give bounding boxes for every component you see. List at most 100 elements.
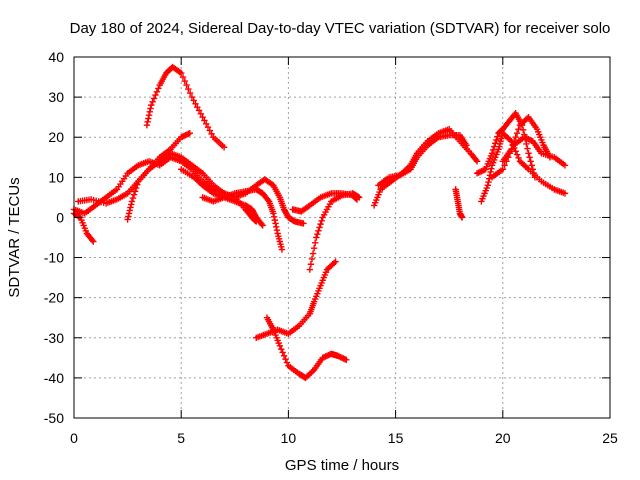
data-point-marker (179, 73, 187, 81)
series-arc-15 (452, 186, 466, 221)
data-point-marker (546, 154, 554, 161)
data-point-marker (199, 113, 206, 121)
y-tick-label: 40 (48, 49, 64, 65)
data-point-marker (280, 352, 288, 360)
data-point-marker (195, 107, 203, 114)
data-point-marker (513, 151, 521, 158)
data-point-marker (152, 91, 159, 99)
data-point-marker (204, 123, 212, 131)
data-point-marker (134, 181, 141, 188)
data-point-marker (317, 220, 324, 228)
plot-frame (73, 56, 611, 419)
data-point-marker (145, 111, 153, 119)
data-point-marker (484, 182, 491, 189)
data-point-marker (188, 93, 196, 101)
data-point-marker (332, 258, 339, 265)
data-point-marker (153, 88, 161, 95)
data-point-marker (308, 255, 316, 263)
data-point-marker (513, 130, 521, 137)
data-point-marker (511, 138, 518, 145)
data-point-marker (561, 190, 569, 197)
data-point-marker (149, 98, 156, 105)
x-tick-label: 20 (495, 430, 511, 446)
data-point-marker (515, 126, 522, 133)
data-point-marker (305, 203, 312, 210)
data-point-marker (499, 166, 506, 173)
data-point-marker (313, 234, 320, 241)
data-point-marker (487, 168, 494, 176)
data-point-marker (508, 146, 515, 153)
series-arc-19 (499, 113, 554, 165)
data-point-marker (458, 214, 466, 221)
series-arc-08 (199, 186, 286, 253)
data-point-marker (270, 210, 277, 217)
series-arc-12 (306, 190, 363, 273)
data-point-marker (131, 188, 139, 195)
data-point-marker (201, 117, 208, 124)
data-point-marker (272, 220, 279, 227)
series-arc-01 (70, 210, 97, 245)
data-point-marker (307, 261, 315, 268)
data-point-marker (506, 136, 514, 144)
data-point-marker (143, 121, 151, 129)
data-point-marker (190, 97, 197, 104)
series-arc-06 (156, 154, 307, 227)
x-tick-label: 0 (70, 430, 78, 446)
data-point-marker (282, 355, 289, 363)
series-arc-14 (375, 132, 470, 189)
data-point-marker (197, 110, 205, 118)
data-point-marker (488, 150, 496, 157)
data-point-marker (493, 136, 500, 144)
data-point-marker (527, 158, 534, 165)
data-point-marker (512, 148, 519, 155)
data-point-marker (192, 100, 199, 107)
data-point-marker (355, 194, 363, 201)
data-point-marker (124, 216, 131, 223)
data-point-marker (198, 180, 205, 188)
data-point-marker (181, 77, 188, 85)
data-point-marker (561, 162, 569, 169)
y-tick-label: -40 (44, 370, 64, 386)
data-point-marker (178, 69, 185, 77)
data-point-marker (126, 207, 133, 214)
data-point-marker (283, 359, 291, 366)
y-tick-label: -20 (44, 290, 64, 306)
data-point-marker (145, 115, 152, 122)
y-axis-label: SDTVAR / TECUs (6, 177, 23, 297)
data-point-marker (271, 216, 279, 224)
data-point-marker (128, 198, 136, 205)
data-point-marker (146, 108, 153, 116)
data-point-marker (488, 165, 495, 172)
x-tick-label: 10 (281, 430, 297, 446)
series-arc-07 (178, 166, 266, 229)
data-point-marker (258, 220, 265, 228)
x-axis-label: GPS time / hours (285, 457, 399, 474)
data-point-marker (206, 127, 213, 134)
data-point-marker (312, 239, 319, 247)
data-point-marker (220, 144, 228, 151)
data-point-marker (273, 226, 281, 234)
data-point-marker (318, 217, 325, 224)
data-point-marker (259, 222, 266, 229)
data-point-marker (264, 196, 272, 204)
y-tick-label: 30 (48, 89, 64, 105)
data-point-marker (310, 244, 318, 252)
data-point-marker (515, 154, 522, 162)
data-point-marker (525, 150, 532, 157)
data-point-marker (147, 105, 154, 112)
series-arc-04 (124, 150, 260, 225)
series-arc-09 (253, 258, 339, 341)
data-point-marker (125, 210, 133, 217)
data-point-marker (524, 145, 531, 152)
data-point-marker (330, 259, 338, 267)
data-point-marker (89, 236, 96, 244)
data-point-marker (523, 140, 530, 148)
data-point-marker (473, 158, 481, 165)
y-tick-label: 20 (48, 129, 64, 145)
data-point-marker (485, 178, 492, 186)
chart-title: Day 180 of 2024, Sidereal Day-to-day VTE… (70, 20, 611, 37)
data-point-marker (278, 345, 285, 353)
data-point-marker (528, 162, 535, 169)
data-point-marker (185, 85, 192, 93)
data-point-marker (127, 204, 134, 211)
